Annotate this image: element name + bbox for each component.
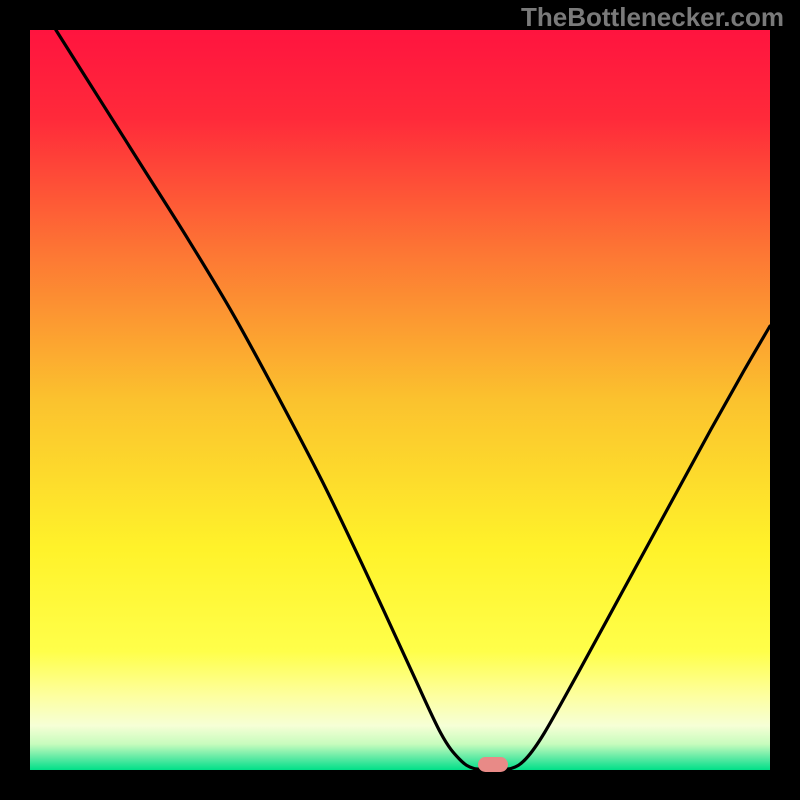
bottleneck-curve — [0, 0, 800, 800]
optimal-point-marker — [478, 757, 508, 772]
